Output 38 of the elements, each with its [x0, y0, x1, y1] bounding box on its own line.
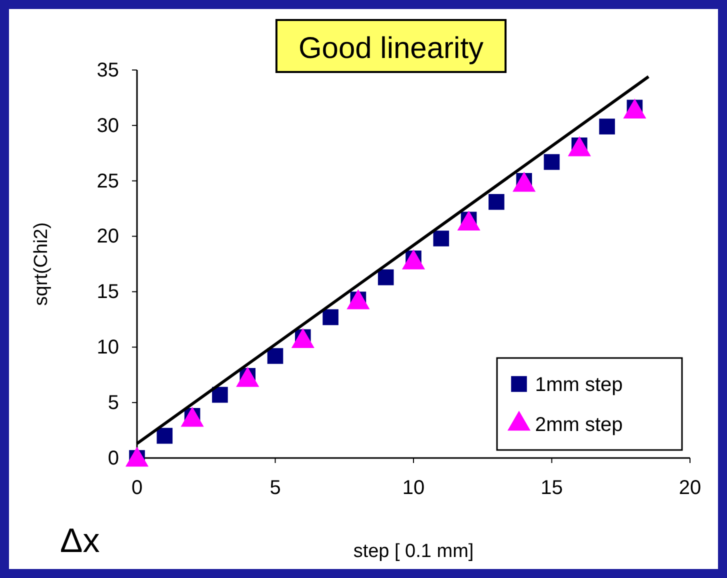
point: [236, 366, 260, 387]
x-tick-label: 0: [131, 477, 143, 499]
point: [623, 98, 646, 119]
legend-label: 2mm step: [535, 414, 623, 436]
point: [156, 428, 173, 444]
y-tick-label: 10: [96, 336, 119, 359]
y-tick-label: 25: [96, 170, 119, 192]
point: [322, 309, 338, 326]
y-tick-label: 15: [96, 281, 119, 304]
y-tick-label: 0: [108, 447, 119, 470]
x-axis-title: step [ 0.1 mm]: [353, 541, 474, 562]
x-tick-label: 5: [270, 477, 281, 499]
point: [267, 348, 284, 364]
x-tick-label: 20: [678, 477, 702, 499]
text: Δx: [60, 522, 100, 560]
y-tick-label: 20: [96, 226, 119, 248]
y-axis-title: sqrt(Chi2): [31, 222, 52, 306]
point: [180, 406, 204, 427]
point: [346, 289, 370, 310]
point: [378, 269, 394, 286]
y-tick-label: 5: [108, 392, 119, 414]
point: [544, 154, 560, 170]
point: [568, 136, 591, 156]
point: [512, 172, 536, 192]
legend-label: 1mm step: [535, 374, 623, 396]
chart-title: Good linearity: [298, 32, 484, 65]
point: [291, 328, 314, 348]
point: [457, 210, 480, 231]
point: [402, 249, 426, 270]
x-tick-label: 15: [540, 477, 563, 499]
point: [599, 118, 615, 134]
y-tick-label: 35: [96, 59, 119, 82]
point: [212, 386, 228, 403]
point: [488, 194, 504, 210]
x-tick-label: 10: [402, 477, 425, 499]
point: [433, 230, 450, 246]
point: [125, 446, 149, 467]
y-tick-label: 30: [96, 114, 119, 137]
